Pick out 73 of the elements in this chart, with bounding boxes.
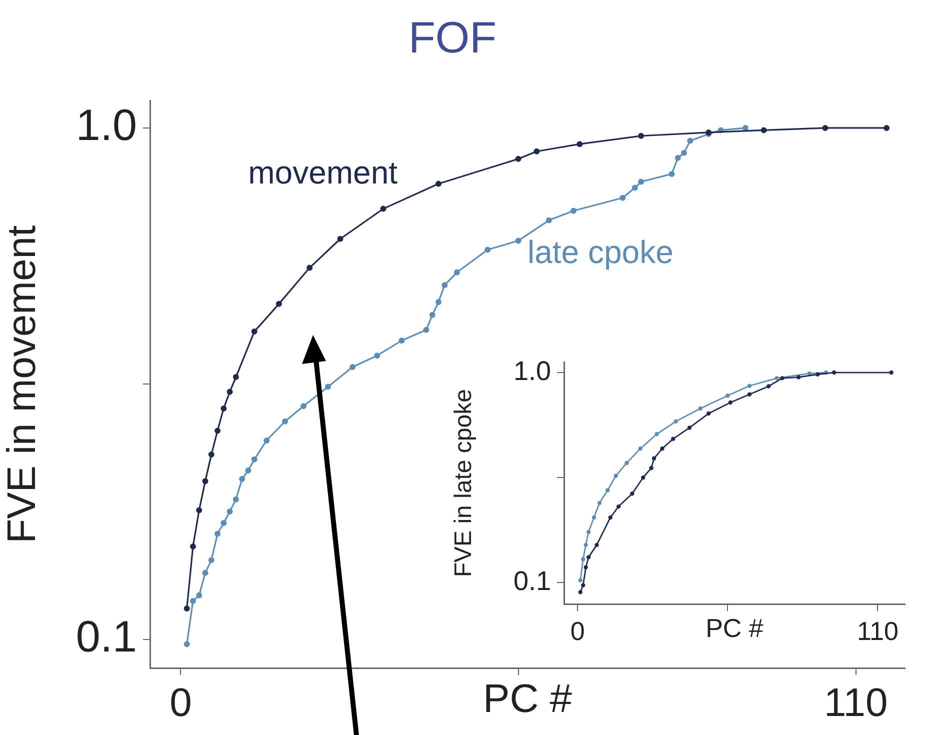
point bbox=[208, 452, 214, 458]
point bbox=[282, 418, 288, 424]
point bbox=[251, 328, 258, 335]
point bbox=[184, 641, 190, 648]
point bbox=[674, 154, 681, 161]
chart-title: FOF bbox=[408, 14, 496, 63]
y-axis-title: FVE in movement bbox=[0, 225, 44, 544]
x-axis-title: PC # bbox=[483, 677, 573, 722]
point bbox=[687, 138, 694, 144]
point bbox=[208, 557, 214, 564]
x-tick-label: 0 bbox=[570, 616, 585, 646]
point bbox=[190, 598, 196, 604]
point bbox=[214, 530, 221, 537]
point bbox=[196, 592, 202, 598]
point bbox=[398, 338, 405, 344]
point bbox=[374, 352, 380, 359]
point bbox=[576, 141, 583, 148]
x-tick-label: 0 bbox=[170, 681, 192, 726]
x-tick-label: 110 bbox=[824, 681, 888, 726]
y-axis-title: FVE in late cpoke bbox=[450, 389, 478, 578]
point bbox=[638, 178, 644, 185]
point bbox=[380, 206, 386, 212]
point bbox=[546, 217, 552, 224]
point bbox=[515, 156, 522, 162]
point bbox=[226, 508, 233, 514]
point bbox=[534, 148, 540, 154]
point bbox=[742, 124, 748, 131]
y-tick-label: 0.1 bbox=[76, 612, 137, 662]
y-tick-label: 1.0 bbox=[513, 356, 551, 386]
point bbox=[638, 132, 644, 139]
y-tick-label: 0.1 bbox=[513, 566, 551, 596]
point bbox=[454, 269, 460, 276]
point bbox=[570, 208, 577, 214]
point bbox=[190, 544, 196, 550]
point bbox=[202, 478, 208, 484]
point bbox=[429, 312, 436, 318]
point bbox=[232, 374, 239, 380]
y-tick-label: 1.0 bbox=[76, 101, 137, 150]
point bbox=[251, 456, 258, 462]
point bbox=[620, 194, 626, 201]
point bbox=[681, 150, 688, 156]
point bbox=[239, 476, 246, 482]
point bbox=[442, 282, 448, 288]
point bbox=[226, 388, 233, 395]
point bbox=[196, 507, 202, 514]
point bbox=[306, 264, 313, 271]
x-tick-label: 110 bbox=[856, 616, 898, 646]
point bbox=[760, 127, 767, 134]
point bbox=[884, 124, 890, 131]
x-axis-title: PC # bbox=[706, 613, 764, 644]
point bbox=[435, 298, 442, 305]
point bbox=[264, 437, 270, 444]
point bbox=[337, 236, 344, 242]
point bbox=[300, 403, 306, 410]
series-label: late cpoke bbox=[528, 234, 674, 270]
point bbox=[214, 428, 221, 434]
point bbox=[184, 606, 190, 612]
point bbox=[276, 300, 282, 307]
point bbox=[245, 468, 252, 474]
point bbox=[423, 326, 430, 333]
point bbox=[202, 570, 208, 576]
point bbox=[220, 520, 227, 526]
point bbox=[350, 364, 356, 370]
point bbox=[668, 170, 675, 177]
point bbox=[435, 180, 442, 187]
series-label: movement bbox=[248, 154, 398, 190]
point bbox=[220, 405, 227, 412]
point bbox=[232, 496, 239, 502]
point bbox=[632, 184, 638, 191]
point bbox=[484, 246, 491, 253]
point bbox=[515, 238, 522, 244]
point bbox=[325, 384, 332, 390]
point bbox=[822, 124, 828, 131]
